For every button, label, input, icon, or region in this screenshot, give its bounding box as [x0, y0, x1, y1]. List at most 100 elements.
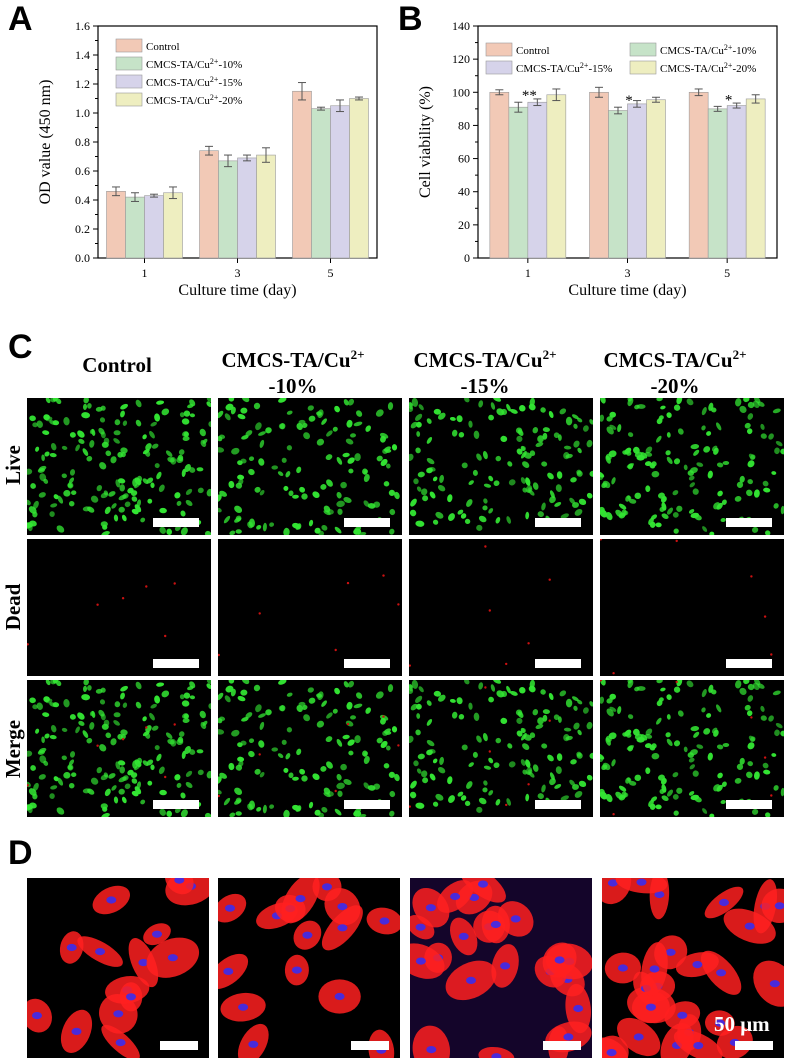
live-cell	[421, 488, 428, 496]
live-cell	[576, 752, 583, 759]
live-cell	[149, 430, 155, 439]
dead-cell	[409, 805, 411, 808]
scale-bar	[153, 800, 199, 809]
nucleus	[322, 883, 332, 891]
live-cell	[458, 432, 465, 438]
x-axis-label: Culture time (day)	[568, 282, 686, 299]
live-cell	[197, 487, 204, 494]
dead-cell	[763, 756, 767, 759]
live-cell	[439, 756, 444, 765]
live-cell	[36, 420, 43, 428]
live-cell	[432, 758, 438, 764]
live-cell	[170, 456, 177, 465]
nucleus	[71, 1027, 82, 1035]
live-cell	[380, 435, 386, 443]
live-cell	[747, 695, 754, 702]
live-cell	[735, 398, 742, 407]
live-cell	[780, 505, 784, 515]
live-cell	[254, 486, 261, 493]
live-cell	[693, 449, 700, 456]
live-cell	[676, 680, 683, 687]
live-cell	[308, 519, 314, 527]
nucleus	[106, 896, 117, 904]
micrograph-merge-4	[600, 680, 784, 817]
legend-superscript: 2+	[210, 93, 219, 102]
live-cell	[687, 470, 694, 476]
live-cell	[689, 764, 696, 770]
live-cell	[506, 685, 511, 694]
live-cell	[495, 737, 502, 744]
live-cell	[555, 766, 562, 774]
scale-bar	[543, 1041, 581, 1050]
live-cell	[656, 680, 663, 684]
live-cell	[181, 418, 190, 425]
live-cell	[326, 430, 333, 437]
dead-cell	[397, 603, 400, 606]
live-cell	[33, 500, 39, 509]
live-cell	[120, 685, 128, 692]
live-cell	[617, 706, 622, 715]
live-cell	[108, 773, 116, 779]
dead-cell	[145, 585, 148, 588]
actin-cell	[237, 1023, 269, 1058]
live-cell	[447, 776, 453, 785]
live-cell	[541, 461, 548, 467]
live-cell	[96, 485, 103, 492]
y-tick-label: 0.2	[75, 222, 90, 236]
dead-cell	[527, 642, 530, 645]
live-cell	[111, 503, 117, 509]
live-cell	[353, 703, 363, 709]
legend-swatch	[115, 38, 143, 53]
live-cell	[241, 680, 250, 685]
live-cell	[253, 402, 261, 410]
live-cell	[457, 791, 464, 797]
live-cell	[527, 487, 533, 494]
live-cell	[506, 516, 512, 524]
legend-label: Control	[146, 41, 180, 53]
live-cell	[308, 801, 314, 809]
live-cell	[655, 522, 662, 528]
dead-cell	[409, 664, 411, 667]
dead-cell	[763, 615, 767, 618]
live-cell	[640, 452, 648, 459]
live-cell	[262, 804, 267, 814]
live-cell	[158, 766, 165, 775]
live-cell	[334, 808, 342, 816]
legend-superscript: 2+	[724, 43, 733, 52]
nucleus	[636, 878, 647, 886]
live-cell	[281, 739, 287, 745]
live-cell	[753, 771, 760, 780]
live-cell	[488, 508, 494, 514]
live-cell	[565, 453, 573, 459]
live-cell	[473, 712, 480, 721]
live-cell	[415, 520, 425, 527]
x-axis-label: Culture time (day)	[178, 282, 296, 299]
live-cell	[71, 772, 77, 778]
micrograph-cytoskeleton-2	[218, 878, 400, 1058]
live-cell	[627, 714, 634, 719]
row-label-merge: Merge	[1, 719, 25, 779]
live-cell	[410, 780, 417, 789]
significance-marker: *	[725, 92, 733, 108]
nucleus	[415, 957, 426, 965]
live-cell	[645, 767, 651, 774]
live-cell	[765, 530, 771, 535]
dead-cell	[164, 775, 167, 779]
live-cell	[706, 713, 712, 718]
live-cell	[353, 810, 362, 817]
live-cell	[299, 486, 306, 493]
live-cell	[41, 736, 45, 744]
live-cell	[763, 769, 771, 775]
cell-field	[410, 878, 592, 1058]
nucleus	[617, 964, 628, 972]
live-cell	[286, 727, 293, 733]
live-cell	[439, 474, 444, 483]
live-cell	[676, 787, 683, 794]
live-cell	[185, 499, 193, 507]
live-cell	[124, 783, 131, 790]
live-cell	[61, 473, 67, 479]
bar-charts: 0.0 0.2 0.4 0.6 0.8 1.0 1.2 1.4 1.6 OD value (450…	[37, 19, 778, 299]
legend-item: CMCS-TA/Cu2+-15%	[485, 60, 612, 75]
live-cell	[56, 525, 65, 533]
live-cell	[228, 480, 235, 489]
